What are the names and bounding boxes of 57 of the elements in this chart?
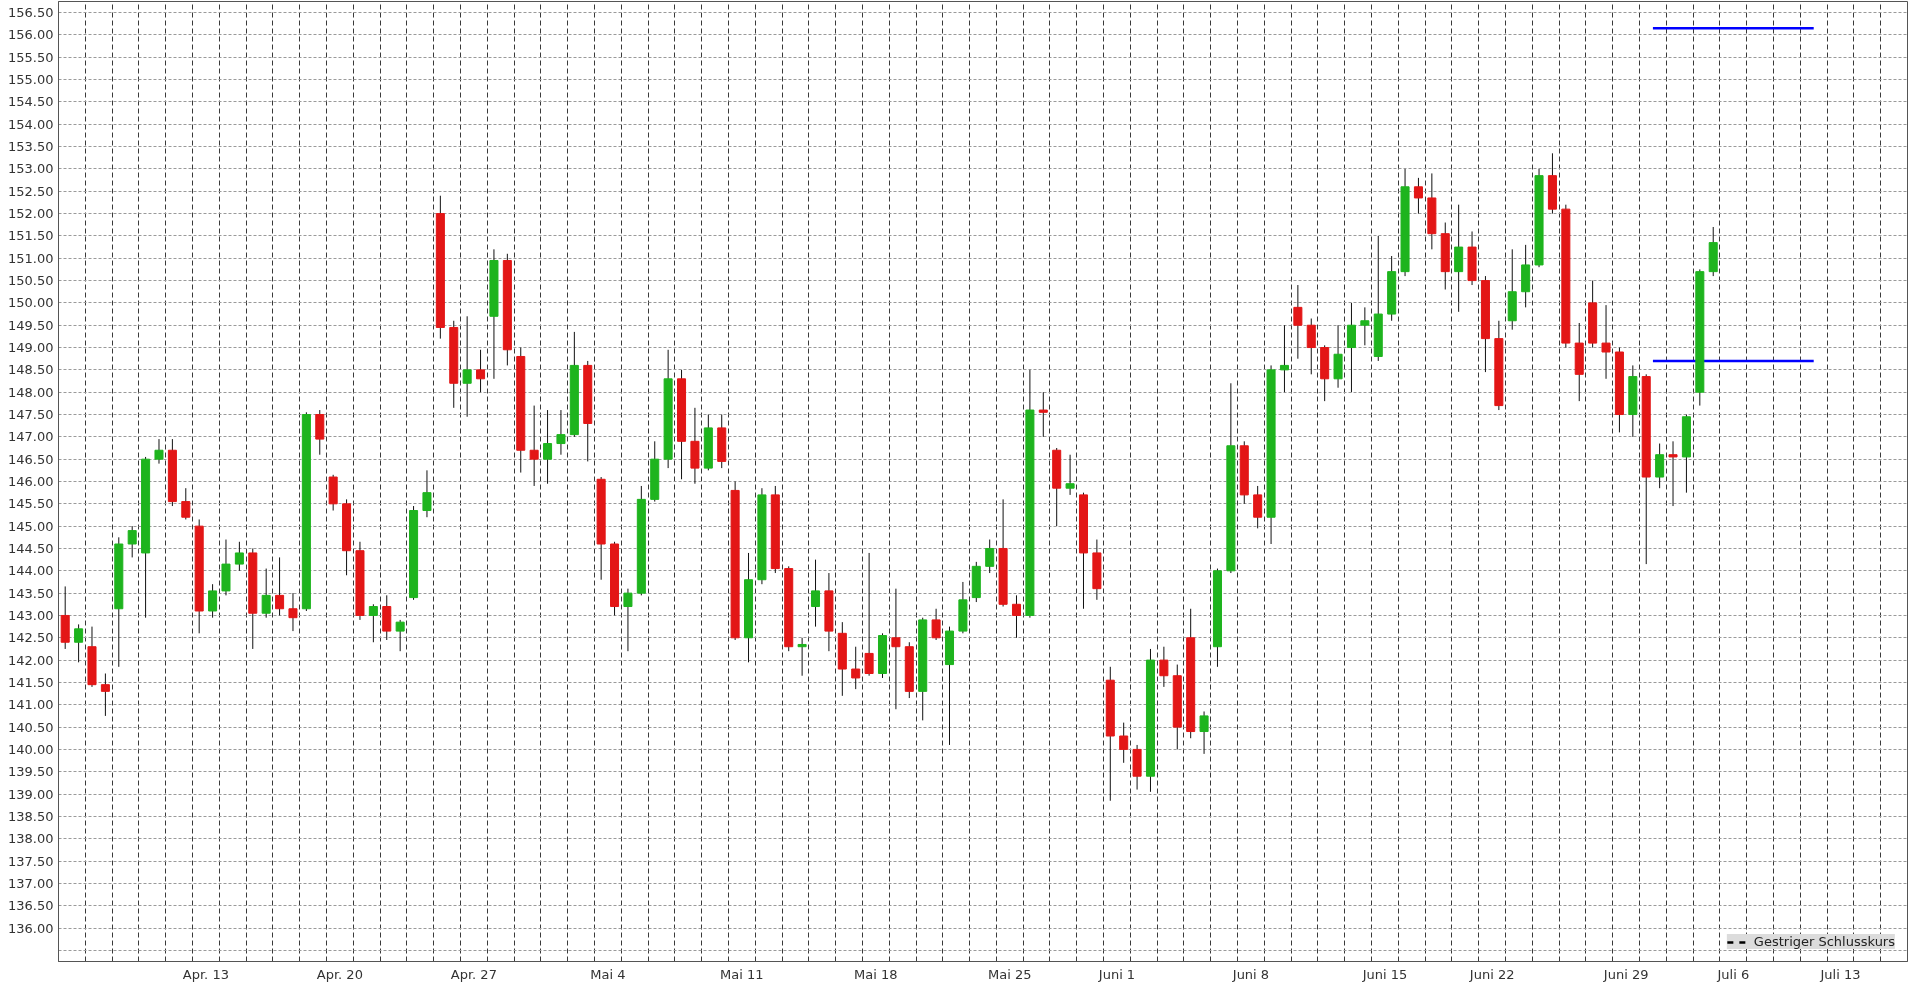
x-tick-label: Mai 18 — [854, 966, 898, 982]
y-tick-label: 143.50 — [8, 585, 54, 601]
x-tick-label: Juli 6 — [1716, 966, 1750, 982]
y-tick-label: 155.00 — [8, 72, 54, 88]
legend-label: Gestriger Schlusskurs — [1753, 934, 1895, 949]
x-tick-label: Juni 22 — [1468, 966, 1515, 982]
y-tick-label: 144.00 — [8, 563, 54, 579]
x-tick-label: Mai 11 — [720, 966, 764, 982]
x-tick-label: Apr. 27 — [450, 966, 497, 982]
y-tick-label: 142.00 — [8, 652, 54, 668]
y-tick-label: 140.50 — [8, 719, 54, 735]
y-tick-label: 144.50 — [8, 540, 54, 556]
y-tick-label: 138.50 — [8, 808, 54, 824]
y-tick-label: 138.00 — [8, 831, 54, 847]
y-tick-label: 154.00 — [8, 116, 54, 132]
x-tick-label: Juni 29 — [1602, 966, 1649, 982]
y-tick-label: 147.50 — [8, 407, 54, 423]
y-tick-label: 139.50 — [8, 764, 54, 780]
y-tick-label: 151.00 — [8, 250, 54, 266]
y-tick-label: 156.00 — [8, 27, 54, 43]
y-tick-label: 136.50 — [8, 898, 54, 914]
y-tick-label: 141.00 — [8, 697, 54, 713]
y-tick-label: 137.50 — [8, 853, 54, 869]
y-tick-label: 146.50 — [8, 451, 54, 467]
y-tick-label: 143.00 — [8, 607, 54, 623]
x-tick-label: Juni 8 — [1231, 966, 1270, 982]
y-tick-label: 146.00 — [8, 474, 54, 489]
x-tick-label: Juli 13 — [1819, 966, 1861, 982]
y-tick-label: 150.50 — [8, 273, 54, 289]
x-tick-label: Juni 15 — [1361, 966, 1408, 982]
x-tick-label: Juni 1 — [1097, 966, 1136, 982]
y-tick-label: 145.00 — [8, 518, 54, 534]
x-tick-label: Mai 25 — [988, 966, 1032, 982]
y-tick-label: 155.50 — [8, 49, 54, 65]
y-tick-label: 145.50 — [8, 496, 54, 512]
y-tick-label: 150.00 — [8, 295, 54, 311]
x-tick-label: Mai 4 — [590, 966, 626, 982]
y-tick-label: 140.00 — [8, 741, 54, 757]
y-tick-label: 141.50 — [8, 674, 54, 690]
x-tick-label: Apr. 13 — [182, 966, 229, 982]
y-tick-label: 147.00 — [8, 429, 54, 445]
y-tick-label: 152.00 — [8, 206, 54, 222]
y-tick-label: 153.00 — [8, 161, 54, 177]
y-tick-label: 149.50 — [8, 317, 54, 333]
y-tick-label: 137.00 — [8, 875, 54, 891]
x-tick-label: Apr. 20 — [316, 966, 363, 982]
y-tick-label: 136.00 — [8, 920, 54, 936]
y-tick-label: 148.50 — [8, 362, 54, 378]
y-tick-label: 149.00 — [8, 340, 54, 356]
y-tick-label: 142.50 — [8, 630, 54, 646]
y-tick-label: 148.00 — [8, 384, 54, 400]
y-tick-label: 152.50 — [8, 183, 54, 199]
y-tick-label: 139.00 — [8, 786, 54, 802]
y-tick-label: 153.50 — [8, 139, 54, 155]
y-tick-label: 156.50 — [8, 5, 54, 21]
y-tick-label: 154.50 — [8, 94, 54, 110]
y-tick-label: 151.50 — [8, 228, 54, 244]
